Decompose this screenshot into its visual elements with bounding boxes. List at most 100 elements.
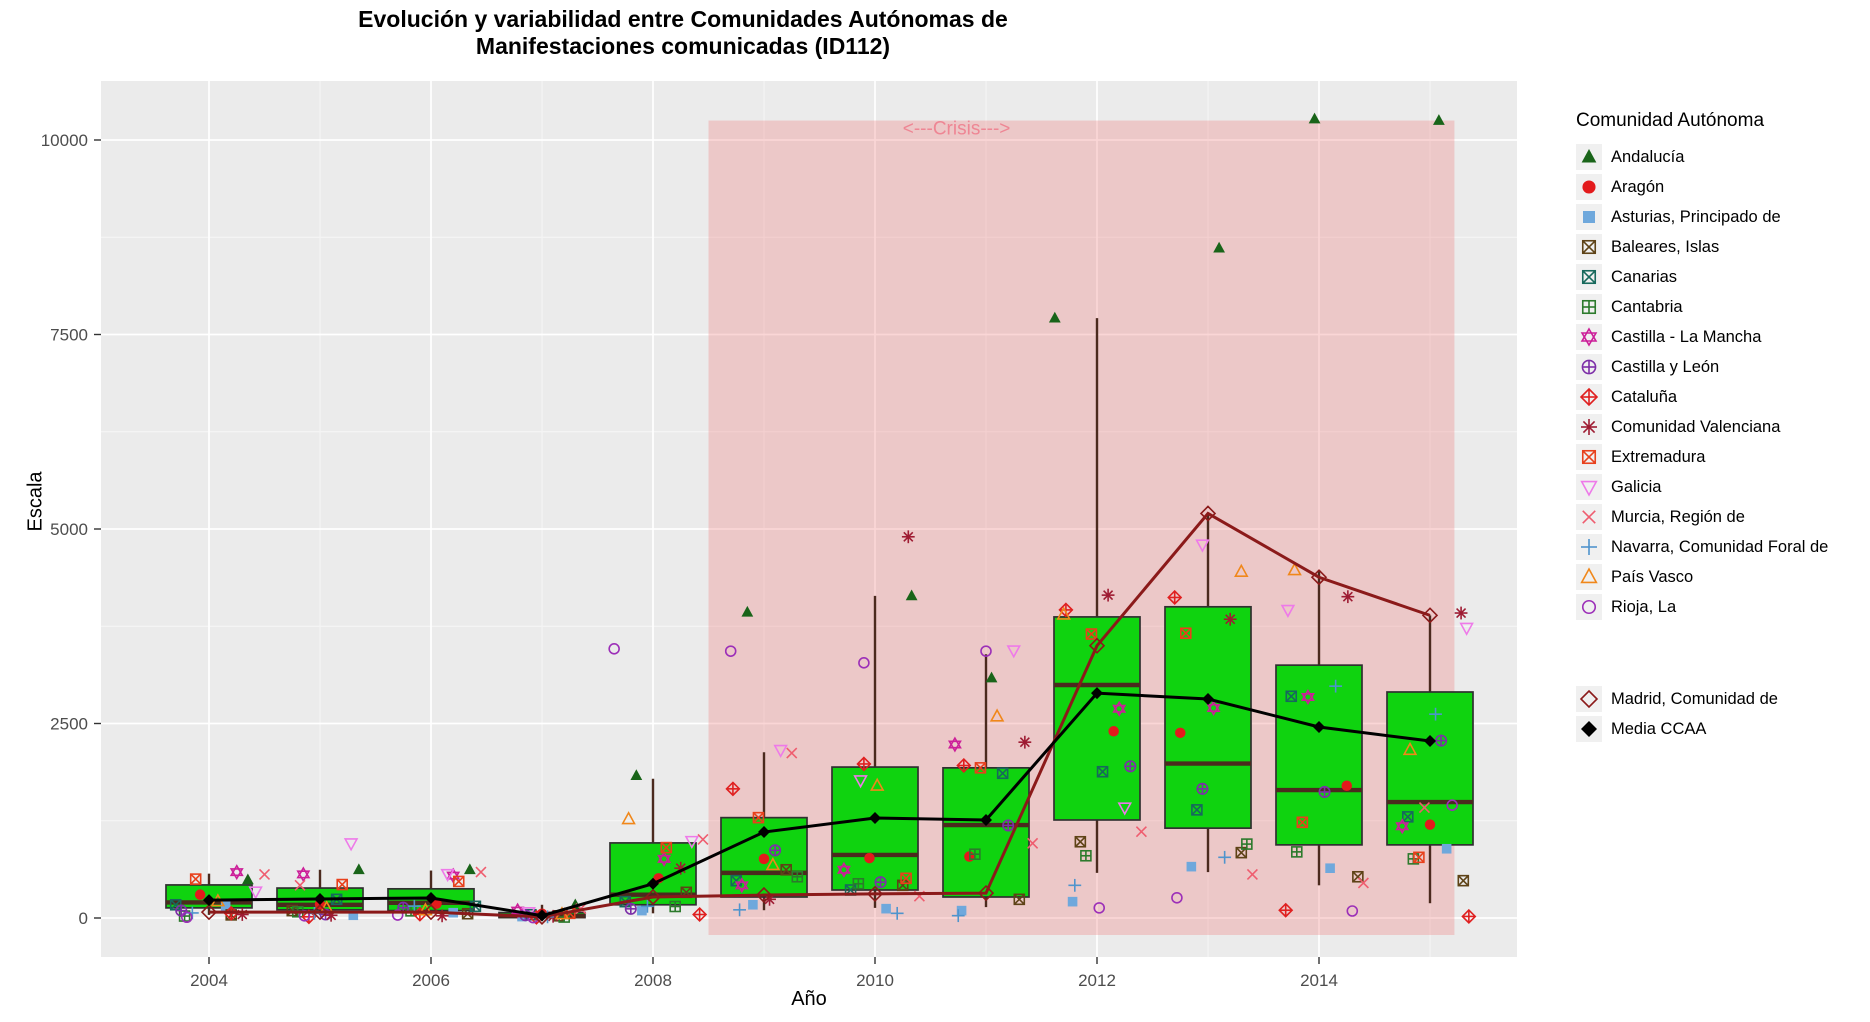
point-galicia	[440, 868, 455, 883]
point-catalu-a	[856, 756, 872, 772]
legend-item-baleares-islas: Baleares, Islas	[1576, 232, 1868, 262]
x-marker	[1582, 510, 1596, 524]
legend: Comunidad Autónoma Andalucía Aragón Asturi…	[1576, 110, 1868, 744]
point-extremadura	[1180, 627, 1192, 640]
triangle-down-marker	[1580, 480, 1598, 497]
boxplot-2010	[831, 595, 919, 908]
point-rioja-la	[608, 643, 620, 655]
madrid-marker	[977, 884, 995, 902]
point-galicia	[1006, 645, 1021, 659]
point-pa-s-vasco	[765, 857, 781, 871]
point-catalu-a	[1167, 589, 1183, 605]
point-murcia-regi-n-de	[697, 833, 709, 845]
legend-item-comunidad-valenciana: Comunidad Valenciana	[1576, 412, 1868, 442]
point-navarra-comunidad-foral-de	[1429, 707, 1442, 721]
point-cantabria	[1291, 846, 1303, 858]
point-catalu-a	[1058, 602, 1074, 618]
legend-item-catalu-a: Cataluña	[1576, 382, 1868, 412]
legend-item-label: Baleares, Islas	[1611, 237, 1720, 256]
point-asturias-principado-de	[1186, 861, 1197, 872]
box	[1053, 616, 1141, 821]
legend-item-pa-s-vasco: País Vasco	[1576, 562, 1868, 592]
point-cantabria	[1080, 849, 1092, 862]
point-navarra-comunidad-foral-de	[1218, 850, 1232, 864]
square-plus-icon	[1576, 294, 1602, 320]
circle-filled-icon	[1576, 174, 1602, 200]
point-castilla-y-le-n	[175, 904, 188, 917]
point-catalu-a	[692, 906, 708, 923]
legend-item-label: Murcia, Región de	[1611, 507, 1745, 526]
point-andaluc-a	[985, 671, 998, 683]
point-galicia	[1280, 604, 1296, 618]
point-asturias-principado-de	[1325, 863, 1335, 874]
media-marker	[1313, 721, 1325, 734]
point-rioja-la	[858, 657, 870, 669]
triangle-filled-icon	[1576, 144, 1602, 170]
point-canarias	[996, 767, 1009, 780]
point-cantabria	[669, 900, 681, 913]
x-tick-label: 2014	[1300, 971, 1338, 990]
point-comunidad-valenciana	[1101, 588, 1115, 602]
hexagram-marker	[1580, 327, 1598, 347]
diamond-plus-icon	[1576, 384, 1602, 410]
point-murcia-regi-n-de	[475, 866, 487, 878]
madrid-marker	[644, 888, 662, 906]
legend-title: Comunidad Autónoma	[1576, 110, 1765, 131]
point-asturias-principado-de	[748, 899, 758, 910]
circle-plus-icon	[1576, 354, 1602, 380]
legend-item-label: Aragón	[1611, 177, 1665, 196]
point-cantabria	[791, 870, 804, 883]
point-murcia-regi-n-de	[1027, 837, 1039, 849]
square-x-marker	[1581, 269, 1597, 285]
point-andaluc-a	[1048, 311, 1061, 323]
axis-tick-labels: 2004 2006 2008 2010 2012 2014 0 2500 5000 7500 100…	[41, 131, 1338, 990]
x-tick-label: 2012	[1078, 971, 1116, 990]
media-marker	[980, 813, 992, 826]
circle-filled-marker	[1582, 180, 1596, 194]
point-castilla-y-le-n	[1124, 760, 1137, 773]
point-castilla-la-mancha	[1300, 689, 1315, 706]
box	[1386, 691, 1474, 846]
point-arag-n	[1108, 726, 1119, 737]
point-pa-s-vasco	[621, 811, 636, 825]
point-catalu-a	[1278, 902, 1294, 918]
point-baleares-islas	[780, 863, 792, 876]
plus-icon	[1576, 534, 1602, 560]
madrid-marker	[866, 885, 884, 903]
legend-item-extremadura: Extremadura	[1576, 442, 1868, 472]
circle-plus-marker	[1581, 359, 1597, 375]
legend-item-andaluc-a: Andalucía	[1576, 142, 1868, 172]
plot-title: Evolución y variabilidad entre Comunidad…	[0, 6, 1366, 60]
media-marker	[536, 909, 548, 922]
point-castilla-la-mancha	[836, 861, 851, 878]
point-galicia	[853, 775, 868, 789]
plot-title-line1: Evolución y variabilidad entre Comunidad…	[358, 6, 1008, 32]
madrid-marker	[755, 886, 773, 904]
point-andaluc-a	[1308, 112, 1321, 124]
madrid-marker	[422, 904, 440, 921]
triangle-up-icon	[1576, 564, 1602, 590]
box	[1164, 605, 1252, 829]
diamond-open-icon	[1576, 686, 1602, 712]
point-catalu-a	[956, 757, 972, 774]
point-asturias-principado-de	[881, 903, 891, 914]
point-murcia-regi-n-de	[1357, 877, 1369, 889]
madrid-marker	[1310, 569, 1328, 586]
x-axis-title: Año	[791, 988, 827, 1010]
point-baleares-islas	[1013, 893, 1026, 906]
point-extremadura	[974, 762, 987, 774]
triangle-up-marker	[1580, 567, 1598, 584]
point-rioja-la	[1171, 891, 1183, 904]
asterisk-icon	[1576, 414, 1602, 440]
asterisk-marker	[1581, 419, 1597, 435]
x-tick-label: 2006	[412, 971, 450, 990]
legend-item-label: Castilla - La Mancha	[1611, 327, 1762, 346]
point-castilla-la-mancha	[947, 736, 962, 753]
point-canarias	[1096, 765, 1109, 778]
point-galicia	[1117, 802, 1132, 816]
point-galicia	[1459, 622, 1474, 636]
square-filled-marker	[1583, 211, 1595, 223]
point-comunidad-valenciana	[1018, 735, 1032, 749]
box	[831, 766, 919, 891]
point-extremadura	[189, 873, 202, 885]
